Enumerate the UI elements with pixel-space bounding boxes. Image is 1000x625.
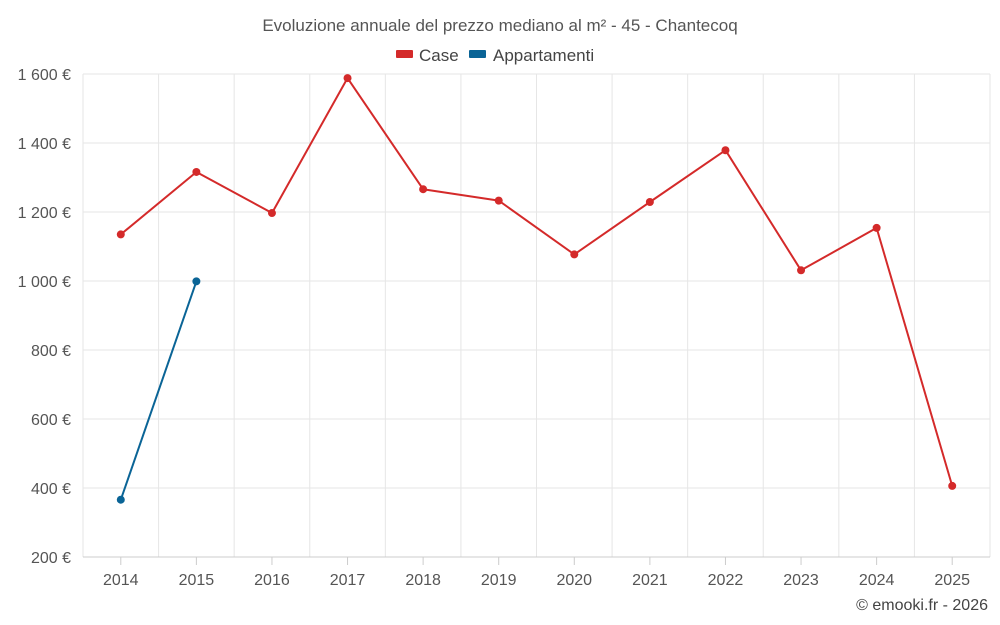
data-point-case-2018[interactable] [419,185,428,194]
x-tick-label: 2020 [556,572,592,589]
x-tick-label: 2022 [708,572,744,589]
x-tick-label: 2017 [330,572,366,589]
x-tick-label: 2018 [405,572,441,589]
x-axis: 2014 2015 2016 2017 2018 2019 2020 2021 2022 2023… [83,556,990,589]
data-point-case-2022[interactable] [721,146,730,155]
data-point-case-2019[interactable] [494,196,503,205]
x-tick-label: 2021 [632,572,668,589]
data-point-case-2016[interactable] [267,209,276,218]
chart-title: Evoluzione annuale del prezzo mediano al… [262,16,737,35]
legend-label-case[interactable]: Case [419,46,459,65]
y-tick-label: 1 600 € [18,67,71,84]
x-tick-label: 2024 [859,572,895,589]
grid [82,73,991,558]
data-point-case-2014[interactable] [116,230,125,239]
y-tick-label: 400 € [31,481,71,498]
x-tick-label: 2025 [934,572,970,589]
y-tick-label: 600 € [31,412,71,429]
y-tick-label: 200 € [31,550,71,567]
data-point-case-2025[interactable] [948,481,957,490]
legend-label-appartamenti[interactable]: Appartamenti [493,46,594,65]
x-tick-label: 2016 [254,572,290,589]
legend: Case Appartamenti [396,46,594,65]
y-tick-label: 800 € [31,343,71,360]
data-point-case-2023[interactable] [797,266,806,275]
data-point-case-2021[interactable] [645,197,654,206]
y-tick-label: 1 200 € [18,205,71,222]
series-layer [116,74,957,504]
x-tick-label: 2019 [481,572,517,589]
data-point-appartamenti-2015[interactable] [192,277,201,286]
data-point-case-2015[interactable] [192,167,201,176]
x-tick-label: 2015 [179,572,215,589]
series-line-appartamenti [119,280,198,501]
x-tick-label: 2023 [783,572,819,589]
legend-swatch-appartamenti [469,50,486,58]
data-point-appartamenti-2014[interactable] [116,495,125,504]
data-point-case-2020[interactable] [570,250,579,259]
y-axis: 200 € 400 € 600 € 800 € 1 000 € 1 200 € 1 400 … [18,67,71,567]
y-tick-label: 1 000 € [18,274,71,291]
y-tick-label: 1 400 € [18,136,71,153]
credit[interactable]: © emooki.fr - 2026 [856,597,988,614]
series-line-case [120,77,954,487]
legend-swatch-case [396,50,413,58]
x-tick-label: 2014 [103,572,139,589]
data-point-case-2017[interactable] [343,74,352,83]
data-point-case-2024[interactable] [872,223,881,232]
